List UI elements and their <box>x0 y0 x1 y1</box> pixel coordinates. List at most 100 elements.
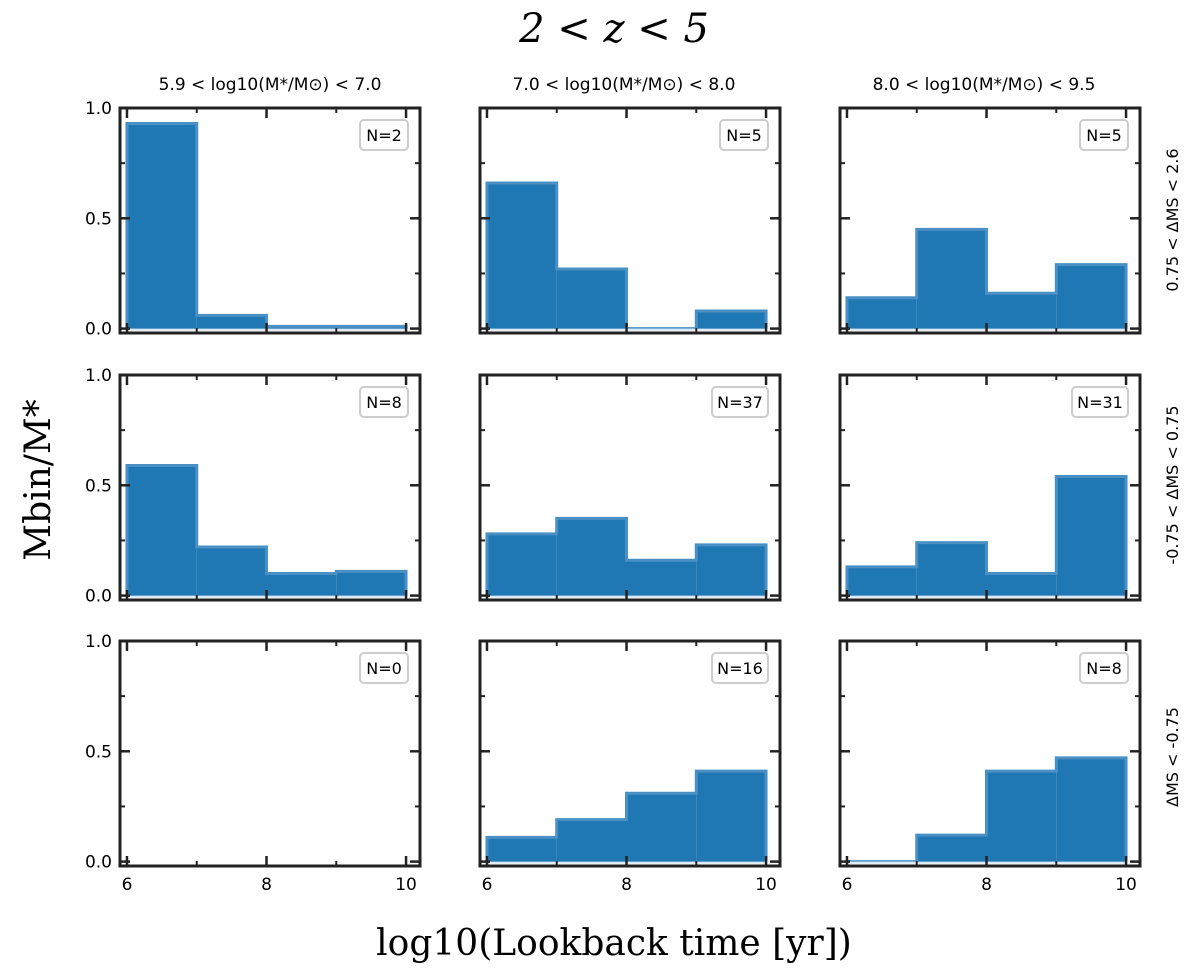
step-outline <box>845 474 1128 596</box>
panel-r3c1: 0.0 0.5 1.0 6 8 10 N=0 <box>85 632 422 895</box>
y-tick-label: 1.0 <box>85 99 112 119</box>
step-outline <box>485 516 768 596</box>
x-tick-label: 10 <box>755 875 777 895</box>
y-axis-label: Mbin/M* <box>18 399 59 561</box>
n-count-box <box>719 119 769 151</box>
panel-r2c3: N=31 <box>838 373 1142 602</box>
bar <box>846 566 917 597</box>
bar <box>556 268 627 330</box>
column-header-2: 7.0 < log10(M*/M⊙) < 8.0 <box>513 75 736 95</box>
x-tick-label: 6 <box>842 875 853 895</box>
panel-r1c2: N=5 <box>478 106 782 335</box>
bar <box>556 517 627 597</box>
axes-frame <box>478 106 782 335</box>
x-tick-label: 10 <box>395 875 417 895</box>
panel-grid: 0.0 0.5 1.0 N=2 N=5 N=5 0.0 0.5 1.0 N=8 N=37 N=31 0.… <box>85 99 1142 895</box>
n-count-box <box>359 386 409 418</box>
n-count-label: N=31 <box>1077 393 1123 412</box>
y-tick-label: 0.0 <box>85 853 112 873</box>
y-tick-label: 0.5 <box>85 742 112 762</box>
y-tick-label: 0.5 <box>85 209 112 229</box>
bar <box>126 464 197 597</box>
step-outline <box>485 769 768 862</box>
panel-r2c1: 0.0 0.5 1.0 N=8 <box>85 366 422 607</box>
bar <box>696 310 767 330</box>
panel-r3c3: 6 8 10 N=8 <box>838 639 1142 895</box>
axes-frame <box>838 106 1142 335</box>
axes-frame <box>838 373 1142 602</box>
column-header-3: 8.0 < log10(M*/M⊙) < 9.5 <box>873 75 1096 95</box>
n-count-label: N=37 <box>717 393 763 412</box>
bar <box>696 770 767 863</box>
x-tick-label: 6 <box>122 875 133 895</box>
panel-r3c2: 6 8 10 N=16 <box>478 639 782 895</box>
panel-r1c3: N=5 <box>838 106 1142 335</box>
axes-frame <box>118 639 422 868</box>
bar <box>846 297 917 330</box>
bar <box>1056 475 1127 597</box>
x-tick-label: 8 <box>261 875 272 895</box>
x-tick-label: 6 <box>482 875 493 895</box>
n-count-box <box>711 386 769 418</box>
bar <box>626 792 697 863</box>
step-outline <box>846 756 1128 864</box>
n-count-box <box>359 652 409 684</box>
step-outline <box>485 181 768 331</box>
y-tick-label: 0.0 <box>85 320 112 340</box>
n-count-label: N=8 <box>366 393 402 412</box>
x-tick-label: 8 <box>621 875 632 895</box>
panel-r1c1: 0.0 0.5 1.0 N=2 <box>85 99 422 340</box>
n-count-label: N=0 <box>366 659 402 678</box>
row-label-1: 0.75 < ΔMS < 2.6 <box>1163 148 1182 291</box>
bar <box>1056 264 1127 330</box>
x-tick-label: 10 <box>1115 875 1137 895</box>
n-count-label: N=5 <box>1086 126 1122 145</box>
n-count-label: N=8 <box>1086 659 1122 678</box>
x-axis-label: log10(Lookback time [yr]) <box>376 923 852 964</box>
y-tick-label: 0.5 <box>85 476 112 496</box>
step-outline <box>125 121 408 329</box>
x-tick-label: 8 <box>981 875 992 895</box>
bar <box>126 122 197 330</box>
n-count-box <box>1071 386 1129 418</box>
bar <box>986 770 1057 863</box>
bar <box>556 819 627 863</box>
axes-frame <box>478 639 782 868</box>
bar <box>196 546 267 597</box>
axes-frame <box>478 373 782 602</box>
row-label-3: ΔMS < -0.75 <box>1163 707 1182 807</box>
bar <box>626 559 697 597</box>
bar <box>696 544 767 597</box>
n-count-label: N=5 <box>726 126 762 145</box>
y-tick-label: 1.0 <box>85 366 112 386</box>
bar <box>486 533 557 597</box>
n-count-label: N=16 <box>717 659 763 678</box>
bar <box>336 570 407 597</box>
bar <box>986 573 1057 597</box>
n-count-box <box>1079 652 1129 684</box>
bar <box>916 834 987 863</box>
axes-frame <box>838 639 1142 868</box>
bar <box>1056 757 1127 863</box>
bar <box>266 573 337 597</box>
bar <box>916 228 987 330</box>
n-count-box <box>359 119 409 151</box>
bar <box>486 182 557 330</box>
axes-frame <box>118 373 422 602</box>
y-tick-label: 1.0 <box>85 632 112 652</box>
n-count-box <box>711 652 769 684</box>
bar <box>986 292 1057 330</box>
n-count-box <box>1079 119 1129 151</box>
n-count-label: N=2 <box>366 126 402 145</box>
bar <box>486 836 557 863</box>
bar <box>916 542 987 597</box>
step-outline <box>125 463 408 596</box>
column-header-1: 5.9 < log10(M*/M⊙) < 7.0 <box>159 75 382 95</box>
figure-title: 2 < z < 5 <box>518 6 709 52</box>
row-label-2: -0.75 < ΔMS < 0.75 <box>1163 405 1182 564</box>
bar <box>196 314 267 330</box>
axes-frame <box>118 106 422 335</box>
panel-r2c2: N=37 <box>478 373 782 602</box>
y-tick-label: 0.0 <box>85 587 112 607</box>
